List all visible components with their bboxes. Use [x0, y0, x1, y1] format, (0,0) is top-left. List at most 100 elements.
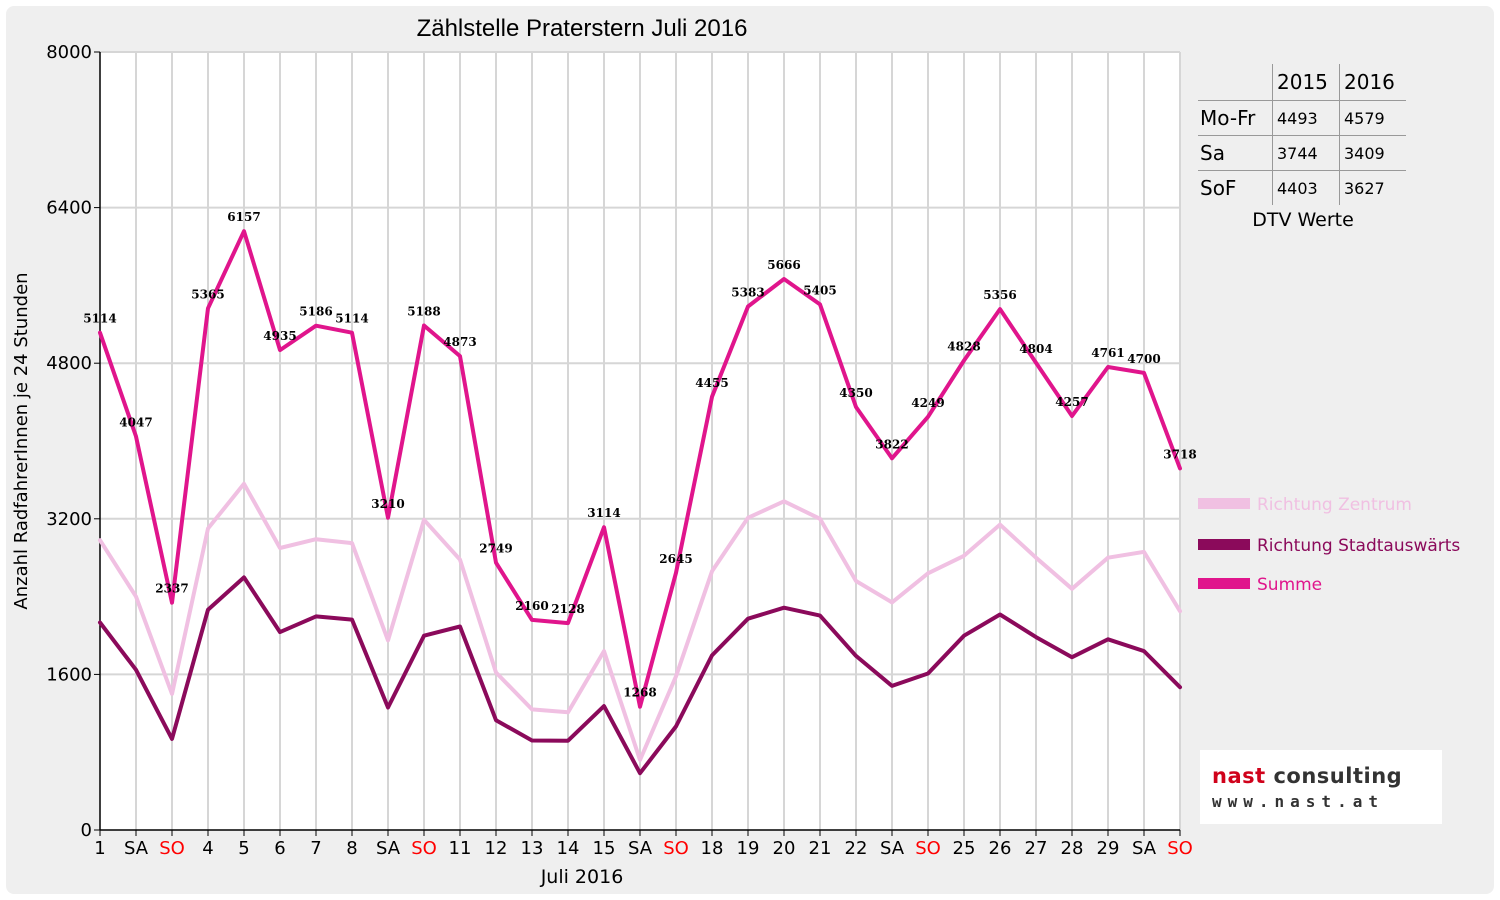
data-label: 4700 — [1127, 352, 1160, 366]
y-tick-label: 0 — [81, 820, 92, 841]
x-tick-label: SA — [628, 838, 653, 859]
x-tick-label: 22 — [845, 838, 868, 859]
dtv-value-2016: 4579 — [1339, 100, 1406, 136]
x-tick-label: SO — [1167, 838, 1193, 859]
x-tick-label: 5 — [238, 838, 249, 859]
grid — [100, 51, 1181, 830]
x-tick-label: 27 — [1025, 838, 1048, 859]
data-label: 5356 — [983, 288, 1016, 302]
x-tick-label: 11 — [449, 838, 472, 859]
chart-title: Zählstelle Praterstern Juli 2016 — [417, 15, 748, 42]
x-tick-label: 1 — [94, 838, 105, 859]
y-axis-title: Anzahl RadfahrerInnen je 24 Stunden — [11, 272, 32, 609]
data-label: 4455 — [695, 376, 728, 390]
x-tick-label: 13 — [521, 838, 544, 859]
legend-swatch — [1198, 578, 1250, 589]
legend: Richtung Zentrum Richtung Stadtauswärts Su… — [1198, 495, 1460, 595]
dtv-value-2016: 3409 — [1339, 135, 1406, 171]
y-tick-label: 4800 — [46, 353, 92, 374]
y-tick-label: 3200 — [46, 509, 92, 530]
series-zentrum-line — [98, 481, 1182, 762]
dtv-row-mofr: Mo-Fr 4493 4579 — [1198, 100, 1406, 136]
data-label: 4257 — [1055, 395, 1088, 409]
legend-label: Summe — [1257, 575, 1322, 595]
x-tick-label: 18 — [701, 838, 724, 859]
dtv-header-empty — [1198, 64, 1273, 101]
legend-swatch — [1198, 498, 1250, 509]
data-label: 3822 — [875, 437, 908, 451]
x-tick-label: 29 — [1097, 838, 1120, 859]
dtv-value-2016: 3627 — [1339, 170, 1406, 205]
data-label: 2749 — [479, 542, 512, 556]
data-label: 2128 — [551, 602, 584, 616]
data-label: 6157 — [227, 210, 260, 224]
logo-name: nast consulting — [1212, 764, 1402, 788]
x-tick-label: 6 — [274, 838, 285, 859]
x-tick-label: 8 — [346, 838, 357, 859]
data-label: 1268 — [623, 686, 656, 700]
data-label: 5114 — [83, 312, 116, 326]
data-labels: 5114404723375365615749355186511432105188… — [83, 210, 1196, 699]
legend-label: Richtung Zentrum — [1257, 495, 1412, 515]
y-tick-label: 6400 — [46, 198, 92, 219]
data-label: 3114 — [587, 506, 620, 520]
x-tick-label: 15 — [593, 838, 616, 859]
x-tick-label: 21 — [809, 838, 832, 859]
logo-url: www.nast.at — [1212, 792, 1384, 811]
data-label: 4873 — [443, 335, 476, 349]
x-tick-label: SO — [159, 838, 185, 859]
series-lines — [98, 229, 1182, 776]
dtv-value-2015: 4403 — [1272, 170, 1340, 205]
dtv-table: 2015 2016 Mo-Fr 4493 4579 Sa 3744 3409 S… — [1198, 64, 1406, 205]
series-stadtauswaerts-line — [98, 575, 1182, 776]
axes: 1 SA SO 4 5 6 7 8 SA SO 11 12 13 14 15 SA SO 18 19 20 21 22 SA… — [46, 42, 1193, 859]
x-tick-label: SO — [411, 838, 437, 859]
legend-label: Richtung Stadtauswärts — [1257, 536, 1460, 556]
dtv-year-2015: 2015 — [1272, 64, 1340, 101]
x-tick-label: 12 — [485, 838, 508, 859]
data-label: 5186 — [299, 305, 332, 319]
dtv-header-row: 2015 2016 — [1198, 64, 1406, 101]
dtv-value-2015: 3744 — [1272, 135, 1340, 171]
data-label: 4350 — [839, 386, 872, 400]
x-tick-label: SO — [915, 838, 941, 859]
data-label: 4804 — [1019, 342, 1052, 356]
logo: nast consulting www.nast.at — [1200, 750, 1442, 824]
dtv-row-label: Mo-Fr — [1198, 100, 1273, 136]
data-label: 5188 — [407, 304, 440, 318]
x-tick-label: 26 — [989, 838, 1012, 859]
x-tick-label: SA — [376, 838, 401, 859]
data-label: 5114 — [335, 312, 368, 326]
data-label: 4761 — [1091, 346, 1124, 360]
y-tick-label: 8000 — [46, 42, 92, 63]
data-label: 3210 — [371, 497, 404, 511]
y-tick-label: 1600 — [46, 664, 92, 685]
data-label: 4935 — [263, 329, 296, 343]
data-label: 4828 — [947, 339, 980, 353]
x-tick-label: 7 — [310, 838, 321, 859]
logo-name-part2: consulting — [1273, 764, 1403, 788]
data-label: 5383 — [731, 286, 764, 300]
x-tick-label: 4 — [202, 838, 213, 859]
dtv-row-label: SoF — [1200, 176, 1237, 200]
x-tick-label: SA — [880, 838, 905, 859]
dtv-row-sof: SoF 4403 3627 — [1198, 170, 1406, 205]
data-label: 5405 — [803, 283, 836, 297]
data-label: 4047 — [119, 415, 152, 429]
data-label: 2160 — [515, 599, 548, 613]
data-label: 5666 — [767, 258, 800, 272]
data-label: 3718 — [1163, 447, 1196, 461]
data-label: 2645 — [659, 552, 692, 566]
series-summe-line — [98, 229, 1182, 709]
dtv-title: DTV Werte — [1252, 209, 1354, 231]
x-tick-label: 20 — [773, 838, 796, 859]
logo-name-part1: nast — [1212, 764, 1266, 788]
x-tick-label: SA — [124, 838, 149, 859]
x-tick-label: 25 — [953, 838, 976, 859]
data-label: 2337 — [155, 582, 188, 596]
x-tick-label: 14 — [557, 838, 580, 859]
x-tick-label: 19 — [737, 838, 760, 859]
dtv-row-sa: Sa 3744 3409 — [1198, 135, 1406, 171]
dtv-value-2015: 4493 — [1272, 100, 1340, 136]
